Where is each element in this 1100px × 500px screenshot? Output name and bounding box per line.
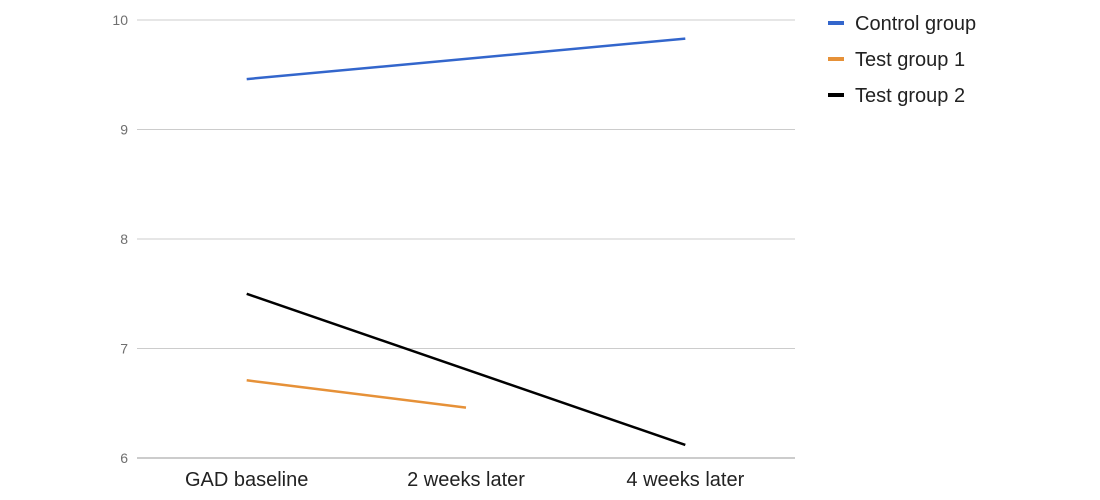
- legend-swatch: [828, 21, 844, 25]
- legend-item-control-group: Control group: [828, 13, 976, 35]
- y-tick-label: 9: [120, 122, 128, 138]
- x-tick-label: 2 weeks later: [407, 469, 525, 491]
- y-axis-labels: 6 7 8 9 10: [112, 12, 128, 466]
- legend-item-test-group-1: Test group 1: [828, 49, 965, 71]
- y-tick-label: 10: [112, 12, 128, 28]
- legend-swatch: [828, 93, 844, 97]
- y-tick-label: 7: [120, 341, 128, 357]
- legend-label: Control group: [855, 13, 976, 35]
- legend-swatch: [828, 57, 844, 61]
- series-line-test-group-2: [246, 292, 686, 447]
- legend-label: Test group 2: [855, 85, 965, 107]
- x-tick-label: 4 weeks later: [626, 469, 744, 491]
- y-tick-label: 6: [120, 450, 128, 466]
- x-axis-labels: GAD baseline 2 weeks later 4 weeks later: [185, 469, 745, 491]
- series-lines: [246, 37, 686, 447]
- x-tick-label: GAD baseline: [185, 469, 308, 491]
- series-line-control-group: [246, 37, 686, 81]
- legend: Control group Test group 1 Test group 2: [828, 13, 976, 107]
- series-line-test-group-1: [246, 379, 467, 409]
- legend-label: Test group 1: [855, 49, 965, 71]
- gridlines: [137, 19, 795, 459]
- y-tick-label: 8: [120, 231, 128, 247]
- legend-item-test-group-2: Test group 2: [828, 85, 965, 107]
